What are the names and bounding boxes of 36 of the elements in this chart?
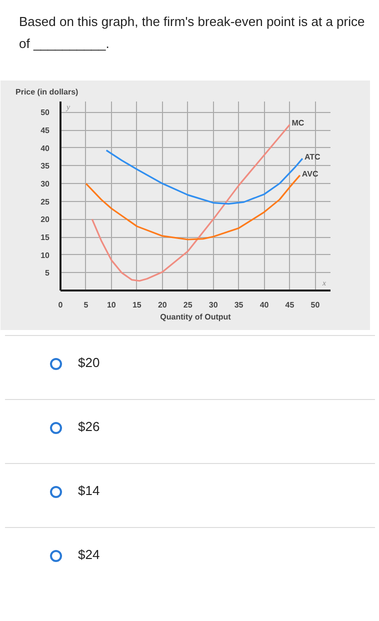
chart-title: Based on this graph, the firm's break-even point is at a price of __________. <box>19 13 366 53</box>
y-tick-label: 15 <box>40 233 50 242</box>
x-tick-label: 10 <box>106 300 116 310</box>
y-axis-title: Price (in dollars) <box>16 88 79 96</box>
text: $20 <box>77 354 100 372</box>
x-tick-label: 45 <box>285 300 295 310</box>
annotation: x <box>322 278 326 288</box>
x-tick-label: 25 <box>183 300 193 310</box>
y-tick-label: 10 <box>40 250 50 260</box>
annotation: y <box>66 102 70 112</box>
line-series <box>91 124 291 282</box>
x-tick-label: 0 <box>58 300 64 310</box>
y-tick-label: 25 <box>40 197 50 206</box>
y-tick-label: 40 <box>40 144 50 153</box>
series-label: AVC <box>302 169 318 178</box>
x-tick-label: 35 <box>234 300 244 310</box>
x-tick-label: 20 <box>158 300 168 310</box>
x-tick-label: 40 <box>260 300 270 310</box>
line-series <box>106 150 304 205</box>
y-tick-label: 35 <box>40 162 50 171</box>
y-tick-label: 50 <box>40 108 50 118</box>
line-series <box>85 174 301 240</box>
x-axis-title: Quantity of Output <box>160 312 232 322</box>
y-tick-label: 45 <box>40 126 50 136</box>
series-label: MC <box>292 118 304 128</box>
x-tick-label: 5 <box>84 300 89 310</box>
x-tick-label: 15 <box>132 300 142 310</box>
x-tick-label: 50 <box>310 300 320 310</box>
y-tick-label: 20 <box>40 215 50 224</box>
text: $24 <box>77 546 100 564</box>
x-tick-label: 30 <box>208 300 218 310</box>
series-label: ATC <box>304 152 321 162</box>
y-tick-label: 5 <box>45 268 50 278</box>
text: $14 <box>77 482 100 500</box>
y-tick-label: 30 <box>40 180 50 189</box>
text: $26 <box>77 418 100 436</box>
